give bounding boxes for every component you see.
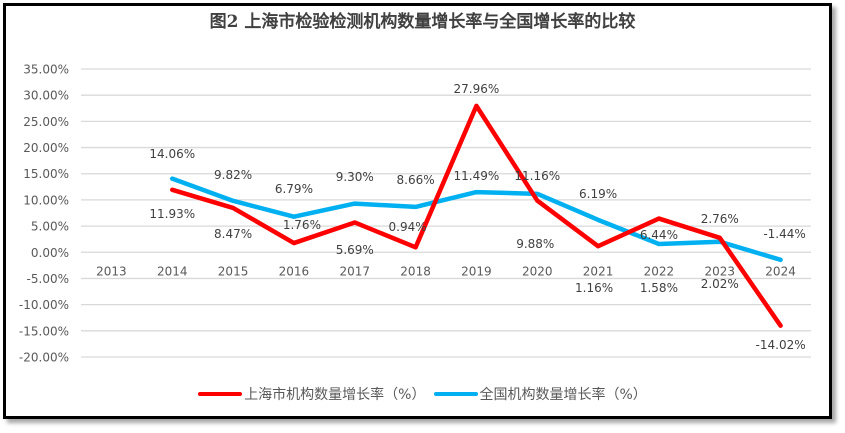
x-tick-label: 2017 [339,264,370,278]
y-tick-label: 35.00% [23,63,69,77]
x-tick-label: 2022 [644,264,675,278]
data-label-national: 11.49% [454,169,500,183]
data-label-shanghai: 0.94% [389,220,427,234]
y-tick-label: 10.00% [23,193,69,207]
y-tick-label: 5.00% [31,220,69,234]
legend-item-shanghai: 上海市机构数量增长率（%） [198,384,426,404]
data-label-national: 11.16% [514,169,560,183]
x-tick-label: 2020 [522,264,553,278]
data-label-national: 14.06% [149,147,195,161]
y-tick-label: 20.00% [23,141,69,155]
data-label-shanghai: -14.02% [756,338,806,352]
x-tick-label: 2014 [157,264,188,278]
legend-label-national: 全国机构数量增长率（%） [479,387,647,403]
x-tick-label: 2021 [583,264,614,278]
x-tick-label: 2018 [400,264,431,278]
y-tick-label: -5.00% [27,272,69,286]
legend-item-national: 全国机构数量增长率（%） [433,384,647,404]
data-label-shanghai: 11.93% [149,207,195,221]
y-tick-label: 30.00% [23,89,69,103]
y-tick-label: 0.00% [31,246,69,260]
data-label-national: 6.19% [579,187,617,201]
x-tick-label: 2023 [704,264,735,278]
data-label-shanghai: 6.44% [640,228,678,242]
data-label-shanghai: 27.96% [454,82,500,96]
y-tick-label: -20.00% [19,351,69,365]
data-label-shanghai: 1.16% [575,281,613,295]
x-axis-ticks: 2013 2014 2015 2016 2017 2018 2019 2020 2021 2022… [96,264,796,278]
data-label-shanghai: 8.47% [214,227,252,241]
series-lines [170,103,783,328]
x-tick-label: 2019 [461,264,492,278]
x-tick-label: 2024 [765,264,796,278]
data-labels: 11.93% 8.47% 1.76% 5.69% 0.94% 27.96% 9.88% 1.1… [149,82,805,352]
series-line-national [170,176,783,263]
legend-swatch-shanghai [198,392,243,396]
data-label-national: 2.02% [701,277,739,291]
chart-title: 图2 上海市检验检测机构数量增长率与全国增长率的比较 [209,12,636,32]
legend: 上海市机构数量增长率（%） 全国机构数量增长率（%） [0,384,845,404]
x-tick-label: 2013 [96,264,127,278]
legend-swatch-national [433,392,478,396]
x-tick-label: 2016 [279,264,310,278]
y-tick-label: -15.00% [19,324,69,338]
data-label-national: 6.79% [275,182,313,196]
y-tick-label: -10.00% [19,298,69,312]
data-label-national: 1.58% [640,281,678,295]
data-label-shanghai: 2.76% [701,212,739,226]
series-line-shanghai [170,103,783,328]
data-label-national: 8.66% [397,173,435,187]
data-label-national: 9.82% [214,168,252,182]
data-label-shanghai: 5.69% [336,243,374,257]
legend-label-shanghai: 上海市机构数量增长率（%） [244,387,426,403]
data-label-shanghai: 9.88% [516,237,554,251]
y-tick-label: 25.00% [23,115,69,129]
x-tick-label: 2015 [218,264,249,278]
y-axis-ticks: 35.00% 30.00% 25.00% 20.00% 15.00% 10.00% 5.00… [19,63,69,365]
chart-frame [3,3,832,419]
y-tick-label: 15.00% [23,167,69,181]
data-label-shanghai: 1.76% [283,218,321,232]
data-label-national: -1.44% [763,227,805,241]
data-label-national: 9.30% [336,170,374,184]
